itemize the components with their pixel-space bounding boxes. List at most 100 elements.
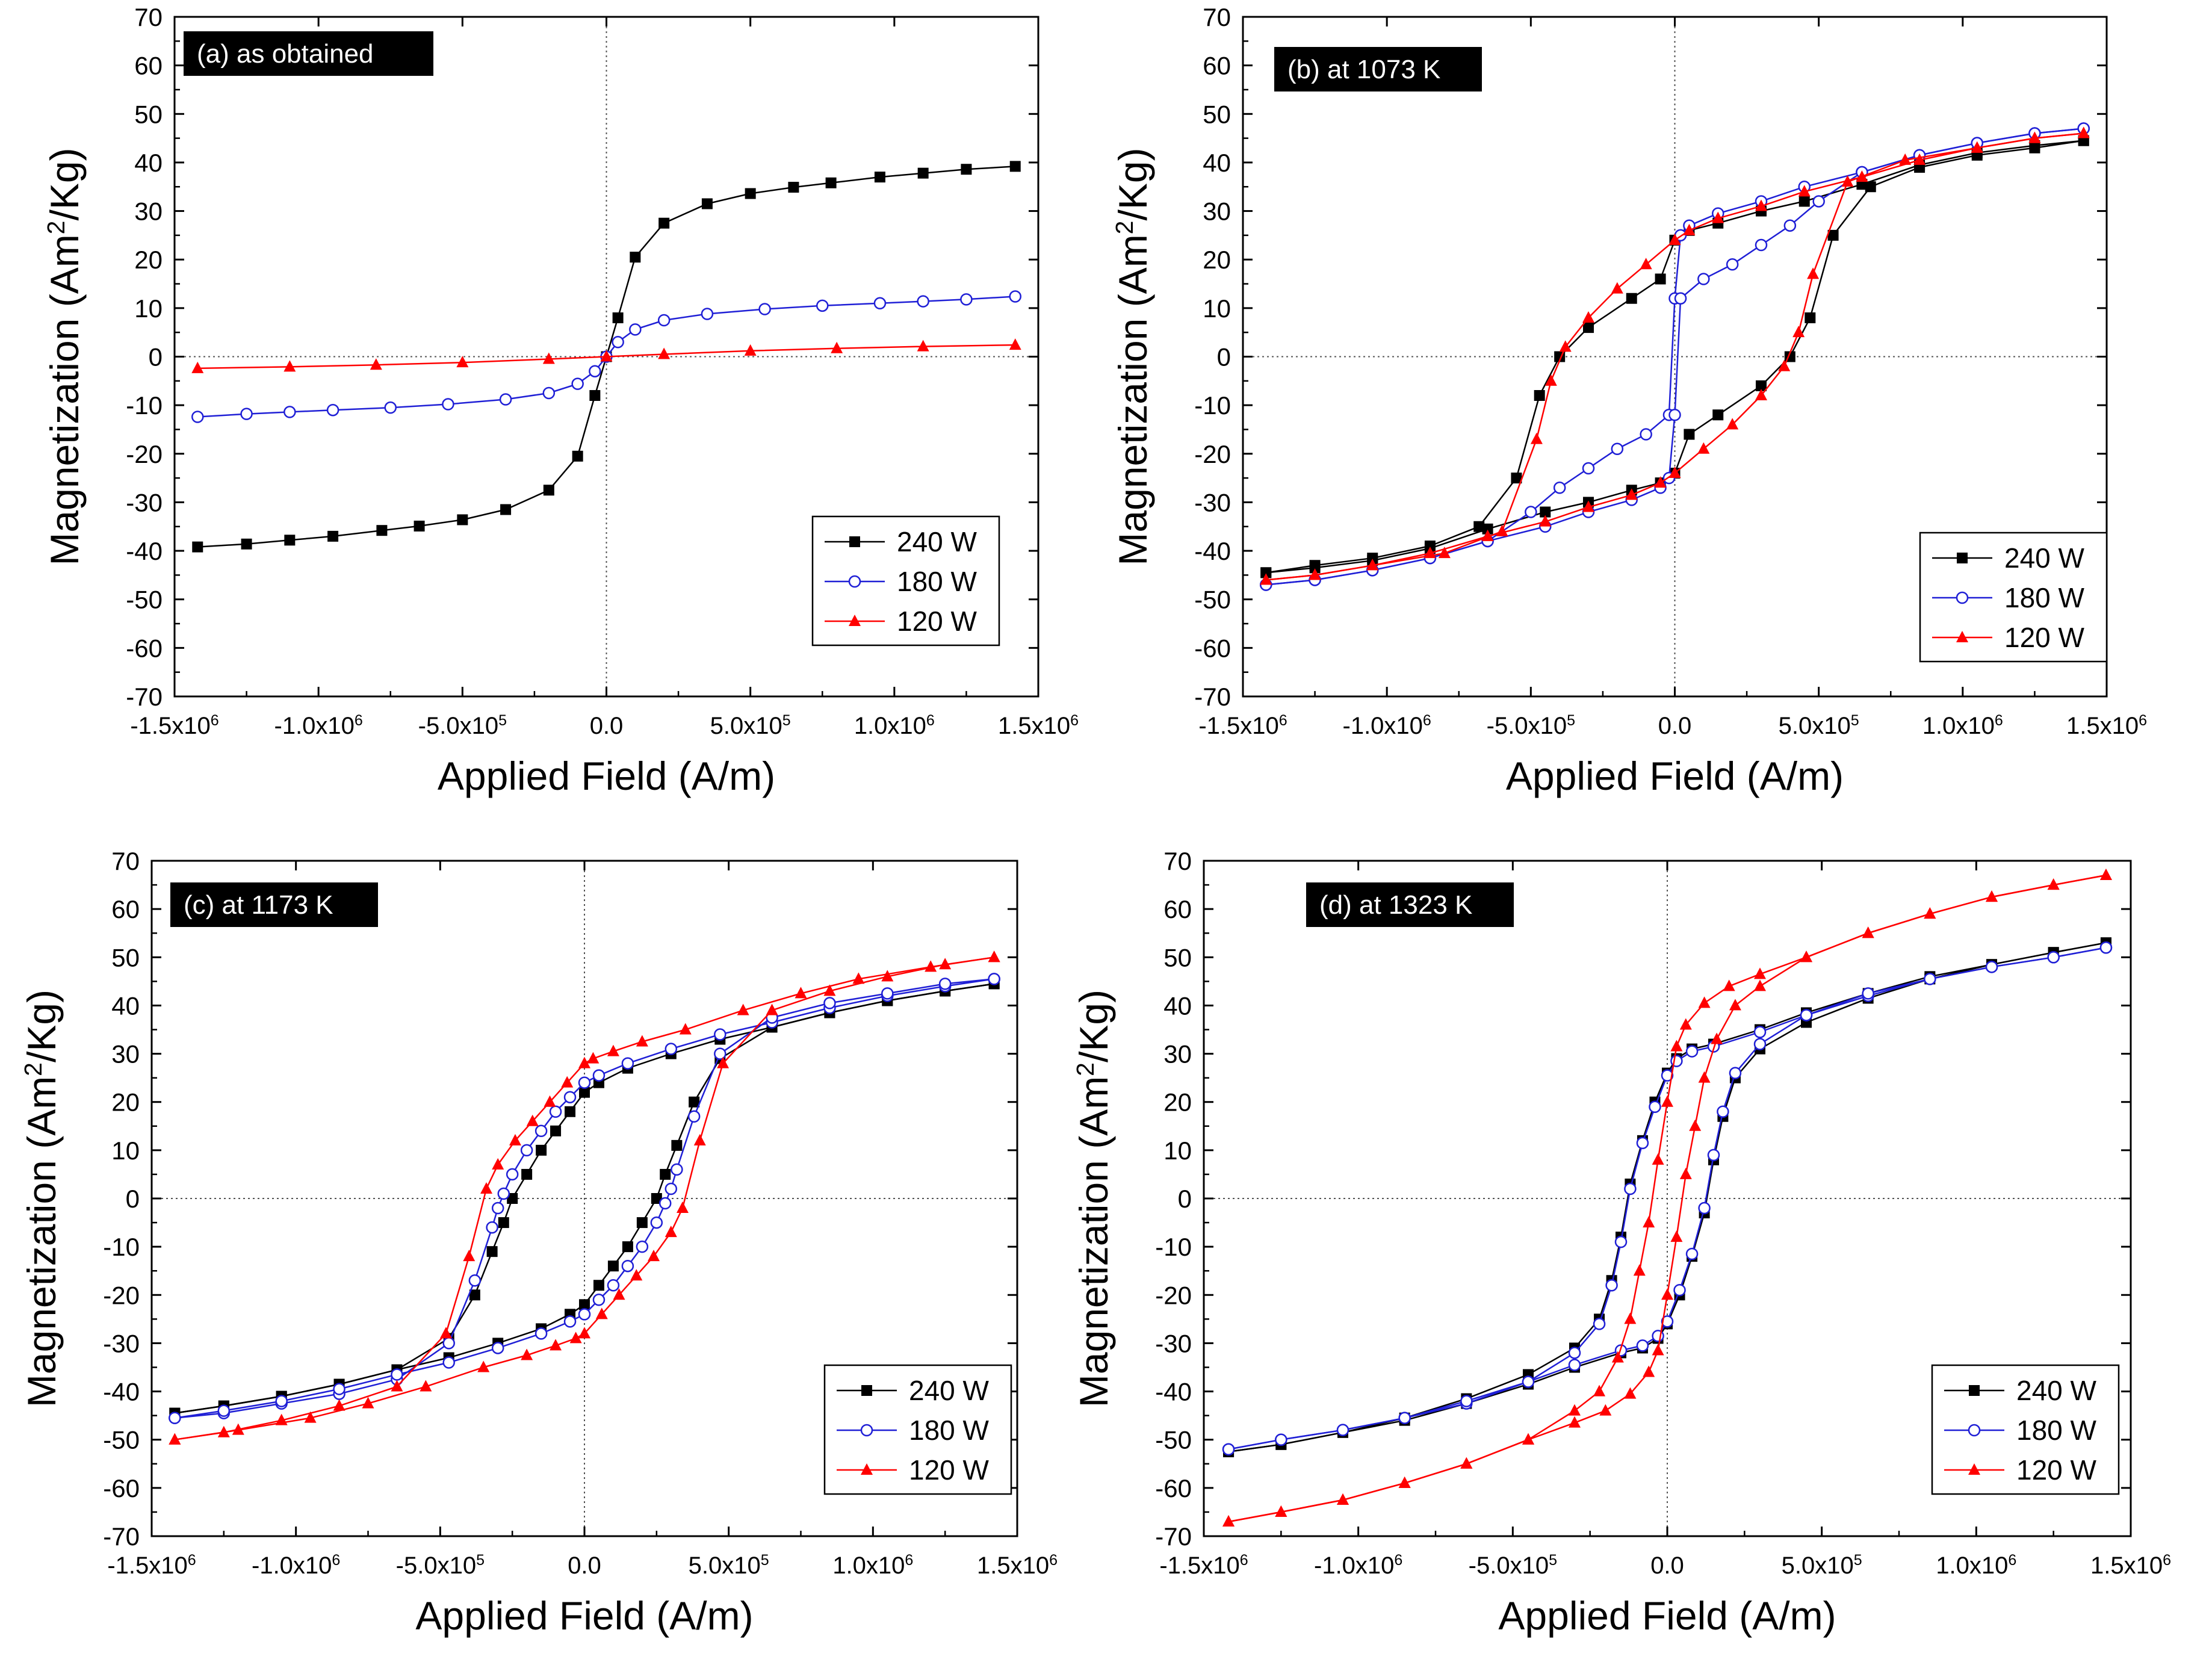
data-point (648, 1250, 660, 1262)
y-tick-label: 70 (111, 847, 140, 875)
data-point (636, 1217, 648, 1229)
legend-label: 120 W (2016, 1454, 2097, 1486)
y-tick-label: -60 (1155, 1474, 1192, 1502)
data-point (1260, 573, 1272, 585)
data-point (486, 1246, 498, 1257)
x-tick-label: -1.5x106 (1198, 712, 1287, 739)
data-point (1668, 233, 1681, 245)
series-120w (1260, 126, 2090, 585)
y-tick-label: 10 (1203, 294, 1231, 323)
data-point (613, 1288, 625, 1300)
legend-marker (849, 615, 861, 626)
y-tick-label: 10 (1163, 1136, 1192, 1165)
data-point (630, 252, 641, 263)
data-point (1633, 1264, 1646, 1276)
y-tick-label: 40 (1163, 991, 1192, 1020)
data-point (1438, 547, 1451, 559)
data-point (1755, 389, 1767, 401)
legend-label: 240 W (909, 1375, 990, 1406)
data-point (1309, 562, 1321, 574)
data-point (468, 1274, 482, 1287)
panel-label-background (1306, 882, 1514, 927)
data-point (550, 1125, 562, 1136)
data-point (1865, 181, 1876, 193)
y-tick-label: -60 (1194, 634, 1231, 662)
data-point (561, 1076, 574, 1088)
data-point (988, 950, 1000, 963)
data-point (384, 401, 397, 414)
legend: 240 W 180 W 120 W (1931, 1364, 2120, 1495)
data-point (1661, 1069, 1674, 1082)
legend: 240 W 180 W 120 W (1919, 532, 2108, 663)
data-point (1624, 1312, 1637, 1324)
data-point (874, 172, 885, 183)
data-point (521, 1348, 533, 1360)
data-point (191, 361, 204, 373)
x-axis-title: Applied Field (A/m) (415, 1593, 753, 1638)
data-point (714, 1047, 726, 1060)
data-point (744, 344, 757, 356)
data-point (1568, 1359, 1581, 1371)
data-point (1222, 1443, 1235, 1456)
data-point (658, 347, 671, 359)
data-point (1583, 322, 1594, 333)
data-point (939, 958, 952, 970)
data-point (578, 1308, 591, 1321)
data-point (1640, 428, 1652, 441)
data-point (1530, 432, 1543, 444)
data-point (589, 390, 601, 401)
data-point (917, 295, 929, 308)
data-point (439, 1327, 452, 1339)
data-point (572, 450, 583, 462)
data-point (1697, 442, 1710, 454)
data-point (873, 297, 887, 310)
data-point (689, 1096, 700, 1108)
data-point (1336, 1424, 1349, 1436)
data-point (536, 1144, 547, 1156)
x-tick-label: -1.0x106 (1314, 1552, 1402, 1579)
data-point (1697, 273, 1710, 285)
data-point (717, 1056, 730, 1068)
data-point (543, 485, 554, 496)
y-tick-label: -20 (126, 440, 163, 468)
data-point (283, 360, 296, 372)
data-point (1754, 967, 1766, 979)
legend-label: 240 W (2016, 1375, 2097, 1406)
data-point (1798, 185, 1811, 197)
x-tick-label: 5.0x105 (1779, 712, 1859, 739)
data-point (333, 1399, 345, 1411)
data-point (676, 1201, 689, 1214)
data-point (2099, 941, 2113, 954)
data-point (169, 1433, 181, 1445)
data-point (600, 350, 613, 362)
data-point (1668, 467, 1681, 479)
series-120w (1222, 869, 2112, 1527)
data-point (795, 987, 807, 999)
chart-panel-2: -70 -60 -50 -40 -30 -20 -10 0 10 20 30 40 50 60 70 -1.5… (1111, 3, 2147, 798)
legend-box (1919, 532, 2108, 663)
panel-label-text: (b) at 1073 K (1287, 55, 1440, 84)
data-point (1679, 1167, 1692, 1179)
y-tick-label: -60 (103, 1474, 140, 1502)
x-tick-label: 1.5x106 (2066, 712, 2147, 739)
data-point (881, 987, 894, 1000)
data-point (650, 1216, 663, 1229)
data-point (420, 1380, 432, 1392)
data-point (1654, 476, 1667, 488)
data-point (1559, 340, 1572, 352)
x-tick-label: 1.0x106 (1936, 1552, 2016, 1579)
x-tick-label: -5.0x105 (396, 1552, 485, 1579)
y-tick-label: 20 (1163, 1088, 1192, 1117)
y-axis-title: Magnetization (Am2/Kg) (19, 990, 64, 1407)
data-point (370, 358, 382, 370)
data-point (595, 1307, 608, 1319)
x-tick-label: 0.0 (1650, 1552, 1684, 1579)
data-point (480, 1182, 493, 1194)
x-tick-label: -1.0x106 (1343, 712, 1431, 739)
data-point (917, 339, 929, 352)
data-point (283, 406, 296, 418)
y-tick-label: 30 (111, 1040, 140, 1068)
data-point (414, 520, 425, 532)
y-tick-label: -50 (126, 586, 163, 614)
